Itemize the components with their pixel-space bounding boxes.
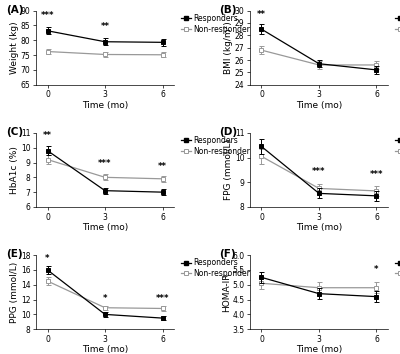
Y-axis label: PPG (mmol/L): PPG (mmol/L) bbox=[10, 262, 20, 323]
Text: ***: *** bbox=[98, 159, 112, 169]
Legend: Responders, Non-responders: Responders, Non-responders bbox=[181, 13, 254, 34]
Legend: Responders, Non-responders: Responders, Non-responders bbox=[394, 135, 400, 157]
Text: *: * bbox=[374, 266, 379, 274]
X-axis label: Time (mo): Time (mo) bbox=[82, 345, 128, 354]
Text: *: * bbox=[45, 253, 50, 263]
Text: (E): (E) bbox=[6, 249, 22, 259]
Text: **: ** bbox=[158, 162, 167, 171]
Text: ***: *** bbox=[41, 11, 54, 19]
Y-axis label: BMI (kg/m²): BMI (kg/m²) bbox=[224, 21, 233, 74]
X-axis label: Time (mo): Time (mo) bbox=[296, 101, 342, 110]
Y-axis label: Weight (kg): Weight (kg) bbox=[10, 21, 19, 74]
Text: (A): (A) bbox=[6, 5, 23, 15]
Text: ***: *** bbox=[312, 167, 326, 176]
Y-axis label: FPG (mmol/L): FPG (mmol/L) bbox=[224, 139, 233, 200]
X-axis label: Time (mo): Time (mo) bbox=[82, 223, 128, 232]
X-axis label: Time (mo): Time (mo) bbox=[82, 101, 128, 110]
Legend: Responders, Non-responders: Responders, Non-responders bbox=[394, 13, 400, 34]
Y-axis label: HOMA-IR: HOMA-IR bbox=[222, 273, 231, 312]
Text: **: ** bbox=[43, 131, 52, 140]
Text: ***: *** bbox=[156, 294, 169, 303]
Text: (D): (D) bbox=[220, 127, 238, 137]
Text: (C): (C) bbox=[6, 127, 23, 137]
Text: (B): (B) bbox=[220, 5, 237, 15]
Y-axis label: HbA1c (%): HbA1c (%) bbox=[10, 146, 20, 194]
Legend: Responders, Non-responders: Responders, Non-responders bbox=[181, 135, 254, 157]
Text: *: * bbox=[103, 293, 107, 303]
Legend: Responders, Non-responders: Responders, Non-responders bbox=[181, 257, 254, 279]
Text: **: ** bbox=[257, 10, 266, 19]
X-axis label: Time (mo): Time (mo) bbox=[296, 345, 342, 354]
X-axis label: Time (mo): Time (mo) bbox=[296, 223, 342, 232]
Legend: Responders, Non-responders: Responders, Non-responders bbox=[394, 257, 400, 279]
Text: ***: *** bbox=[370, 170, 383, 178]
Text: **: ** bbox=[100, 22, 110, 32]
Text: (F): (F) bbox=[220, 249, 236, 259]
